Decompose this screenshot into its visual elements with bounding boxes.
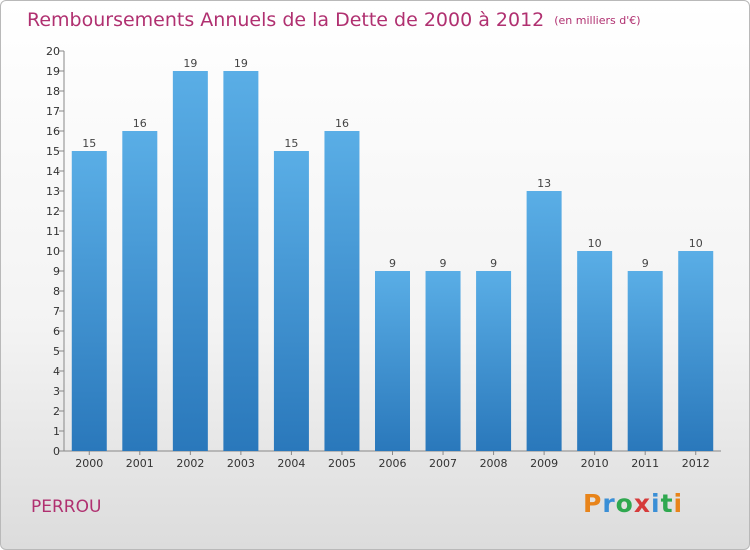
- logo-letter: x: [633, 489, 651, 518]
- chart-bars: [71, 71, 714, 451]
- y-tick-label: 20: [46, 45, 60, 58]
- x-tick-label-2007: 2007: [429, 457, 457, 470]
- x-tick-label-2006: 2006: [379, 457, 407, 470]
- data-label-2009: 13: [537, 177, 551, 190]
- y-tick-label: 0: [53, 445, 60, 458]
- y-tick-label: 4: [53, 365, 60, 378]
- x-tick-label-2011: 2011: [631, 457, 659, 470]
- x-tick-label-2001: 2001: [126, 457, 154, 470]
- chart-labels: 2000 15 2001 16 2002 19 2003 19 2004 15 2005 16 2006…: [75, 57, 709, 470]
- x-tick-label-2000: 2000: [75, 457, 103, 470]
- y-tick-label: 7: [53, 305, 60, 318]
- y-tick-label: 15: [46, 145, 60, 158]
- bar-2010: [577, 251, 613, 451]
- data-label-2008: 9: [490, 257, 497, 270]
- y-tick-label: 12: [46, 205, 60, 218]
- commune-name: PERROU: [31, 497, 102, 517]
- x-tick-label-2002: 2002: [176, 457, 204, 470]
- x-tick-label-2009: 2009: [530, 457, 558, 470]
- data-label-2002: 19: [183, 57, 197, 70]
- logo-letter: P: [583, 489, 603, 518]
- y-tick-label: 18: [46, 85, 60, 98]
- y-tick-label: 3: [53, 385, 60, 398]
- data-label-2005: 16: [335, 117, 349, 130]
- data-label-2006: 9: [389, 257, 396, 270]
- data-label-2000: 15: [82, 137, 96, 150]
- bar-2000: [71, 151, 107, 451]
- data-label-2004: 15: [284, 137, 298, 150]
- bar-2004: [273, 151, 309, 451]
- chart-title: Remboursements Annuels de la Dette de 20…: [27, 9, 641, 31]
- data-label-2007: 9: [440, 257, 447, 270]
- y-tick-label: 10: [46, 245, 60, 258]
- x-tick-label-2003: 2003: [227, 457, 255, 470]
- bar-2002: [172, 71, 208, 451]
- bar-2001: [122, 131, 158, 451]
- y-tick-label: 9: [53, 265, 60, 278]
- x-tick-label-2008: 2008: [480, 457, 508, 470]
- data-label-2011: 9: [642, 257, 649, 270]
- bar-2005: [324, 131, 360, 451]
- y-tick-label: 2: [53, 405, 60, 418]
- bar-2009: [526, 191, 562, 451]
- bar-2006: [375, 271, 410, 451]
- logo-letter: o: [615, 489, 634, 518]
- bar-2008: [476, 271, 512, 451]
- y-tick-label: 1: [53, 425, 60, 438]
- x-tick-label-2004: 2004: [277, 457, 305, 470]
- y-tick-label: 17: [46, 105, 60, 118]
- y-tick-label: 19: [46, 65, 60, 78]
- x-tick-label-2010: 2010: [581, 457, 609, 470]
- y-tick-label: 13: [46, 185, 60, 198]
- y-tick-label: 16: [46, 125, 60, 138]
- bar-2003: [223, 71, 259, 451]
- data-label-2010: 10: [588, 237, 602, 250]
- logo-letter: i: [673, 489, 684, 518]
- y-tick-label: 11: [46, 225, 60, 238]
- y-tick-label: 8: [53, 285, 60, 298]
- data-label-2001: 16: [133, 117, 147, 130]
- y-tick-label: 14: [46, 165, 60, 178]
- data-label-2003: 19: [234, 57, 248, 70]
- bar-2012: [678, 251, 714, 451]
- x-tick-label-2012: 2012: [682, 457, 710, 470]
- y-tick-label: 5: [53, 345, 60, 358]
- x-tick-label-2005: 2005: [328, 457, 356, 470]
- chart-unit-label: (en milliers d'€): [554, 14, 641, 27]
- logo-letter: t: [660, 489, 674, 518]
- logo-letter: r: [602, 489, 616, 518]
- data-label-2012: 10: [689, 237, 703, 250]
- y-tick-label: 6: [53, 325, 60, 338]
- bar-2007: [425, 271, 461, 451]
- chart-title-text: Remboursements Annuels de la Dette de 20…: [27, 9, 545, 31]
- proxiti-logo: Proxiti: [583, 489, 683, 518]
- bar-2011: [627, 271, 663, 451]
- logo-letter: i: [651, 489, 661, 518]
